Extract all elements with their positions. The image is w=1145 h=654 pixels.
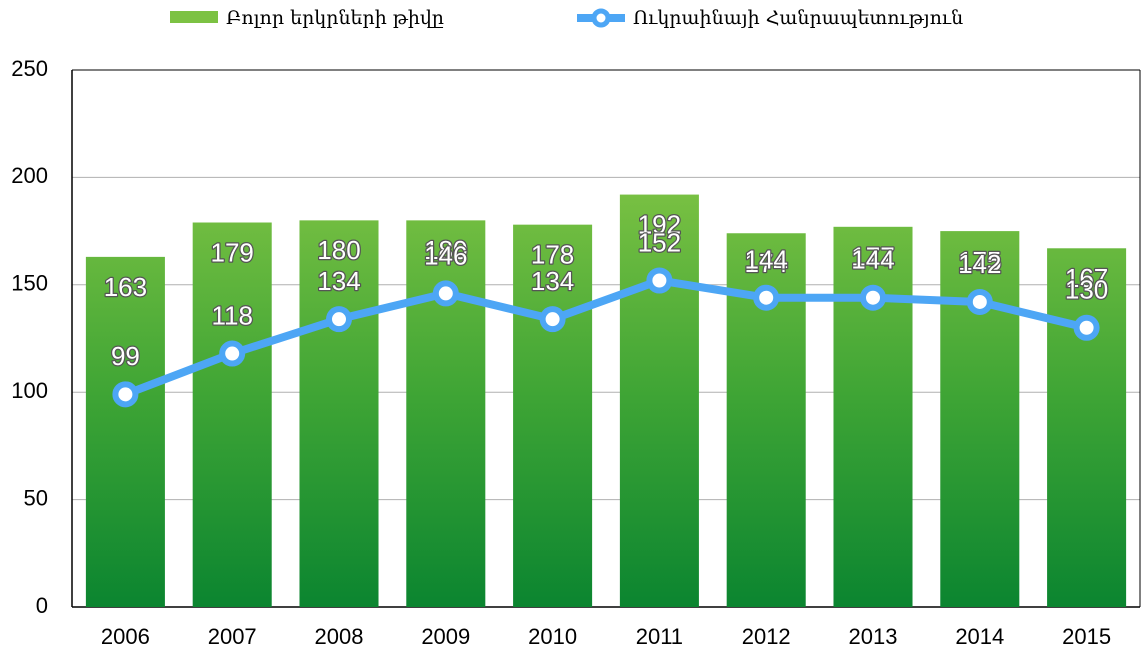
line-marker (646, 267, 673, 294)
x-tick-label: 2012 (742, 624, 791, 649)
bar (85, 256, 165, 607)
line (123, 276, 1088, 399)
line-value-label: 144 (851, 245, 894, 275)
line-value-label: 130 (1065, 275, 1108, 305)
x-tick-label: 2009 (421, 624, 470, 649)
x-tick-label: 2007 (208, 624, 257, 649)
x-tick-label: 2010 (528, 624, 577, 649)
bar (940, 231, 1020, 607)
bar-value-label: 179 (211, 237, 254, 267)
line-value-label: 99 (111, 341, 140, 371)
line-marker (432, 280, 459, 307)
line-marker (966, 288, 993, 315)
bar-value-label: 175 (958, 246, 1001, 276)
line-value-label: 146 (424, 240, 467, 270)
bar (619, 194, 699, 608)
bar-value-label: 180 (317, 235, 360, 265)
x-tick-label: 2011 (636, 624, 683, 649)
line-value-label: 134 (317, 266, 360, 296)
line-marker (1073, 314, 1100, 341)
x-tick-label: 2013 (849, 624, 898, 649)
y-tick-label: 200 (11, 163, 48, 188)
bar-value-label: 178 (531, 240, 574, 270)
y-tick-label: 100 (11, 378, 48, 403)
line-marker (112, 381, 139, 408)
bar-value-label: 192 (638, 209, 681, 239)
line-value-label: 144 (745, 245, 788, 275)
line-marker (860, 284, 886, 311)
bar-value-label: 167 (1065, 263, 1108, 293)
y-tick-label: 0 (36, 593, 48, 618)
line-value-label: 118 (211, 300, 252, 330)
legend-marker (591, 8, 611, 28)
line-value-label: 152 (638, 227, 681, 257)
bar (1047, 248, 1127, 607)
bar-value-label: 163 (104, 272, 147, 302)
line-value-label: 142 (958, 249, 1001, 279)
line-marker (326, 306, 352, 333)
y-tick-label: 50 (24, 485, 48, 510)
bar (406, 220, 486, 608)
legend-swatch (170, 11, 218, 23)
bar (833, 226, 913, 607)
x-tick-label: 2015 (1062, 624, 1111, 649)
x-tick-label: 2006 (101, 624, 150, 649)
line-value-label: 134 (531, 266, 574, 296)
x-tick-label: 2014 (955, 624, 1004, 649)
y-tick-label: 250 (11, 56, 48, 81)
bar (192, 222, 272, 607)
bar-value-label: 180 (424, 235, 467, 265)
bar-value-label: 174 (745, 248, 788, 278)
line-marker (219, 340, 246, 367)
y-tick-label: 150 (11, 271, 48, 296)
x-tick-label: 2008 (315, 624, 364, 649)
line-marker (753, 284, 780, 311)
bar (299, 220, 379, 608)
bar (513, 224, 593, 607)
legend-label: Ուկրաինայի Հանրապետություն (633, 7, 963, 29)
line-marker (539, 306, 566, 333)
bar-value-label: 177 (851, 242, 894, 272)
legend-label: Բոլոր երկրների թիվը (226, 7, 444, 29)
